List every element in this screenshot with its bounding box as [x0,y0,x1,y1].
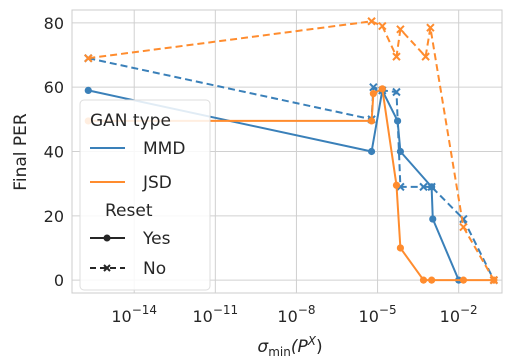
data-point-jsd-no [489,275,499,285]
data-point-mmd-yes [84,86,92,94]
legend-marker-no [103,264,111,272]
legend: GAN type MMD JSD Reset Yes No [79,99,211,291]
data-point-mmd-no [392,87,401,97]
legend-label-no: No [143,259,166,279]
data-point-mmd-no [369,82,378,92]
legend-label-jsd: JSD [142,173,172,193]
data-point-jsd-yes [428,276,436,284]
data-point-mmd-no [419,182,428,192]
data-point-jsd-no [392,52,401,61]
legend-title-reset: Reset [105,201,153,221]
series-group [84,17,499,285]
y-tick-labels: 0 20 40 60 80 [44,14,64,290]
data-point-jsd-no [421,52,430,61]
legend-label-yes: Yes [142,229,171,249]
x-axis-label-sub: min [268,345,291,359]
x-tick-label: 10−14 [111,303,157,326]
y-tick-label: 0 [54,271,64,290]
data-point-jsd-no [367,17,376,26]
x-tick-labels: 10−14 10−11 10−8 10−5 10−2 [111,303,477,326]
data-point-jsd-no [84,54,93,63]
y-tick-label: 20 [44,207,64,226]
y-axis-label: Final PER [11,113,31,191]
legend-title-gan-type: GAN type [90,111,171,131]
x-tick-label: 10−8 [277,303,315,326]
data-point-jsd-yes [378,85,386,93]
x-axis-label: σmin(PX) [257,334,322,359]
data-point-mmd-no [427,182,436,192]
data-point-mmd-yes [367,147,376,156]
x-axis-label-sup: X [307,334,317,348]
x-axis-label-main: σ [257,337,269,357]
x-axis-label-close: ) [316,337,323,357]
legend-marker-yes [103,234,111,242]
data-point-jsd-yes [367,117,376,125]
series-line-jsd-yes [88,87,494,282]
x-tick-label: 10−5 [359,303,397,326]
data-point-jsd-no [396,25,405,34]
data-point-jsd-no [378,21,387,31]
data-point-jsd-yes [392,181,401,189]
data-point-jsd-yes [459,276,468,284]
legend-label-mmd: MMD [143,139,185,159]
x-axis-label-tail: (P [291,337,309,357]
data-point-jsd-yes [396,244,405,252]
y-tick-label: 80 [44,14,64,33]
x-tick-label: 10−2 [440,303,478,326]
x-tick-label: 10−11 [192,303,238,326]
y-tick-label: 60 [44,78,64,97]
y-tick-label: 40 [44,143,64,162]
data-point-mmd-yes [429,215,437,223]
data-point-jsd-no [459,222,468,232]
data-point-jsd-no [426,23,435,32]
data-point-jsd-yes [369,90,377,98]
data-point-jsd-yes [419,276,428,284]
